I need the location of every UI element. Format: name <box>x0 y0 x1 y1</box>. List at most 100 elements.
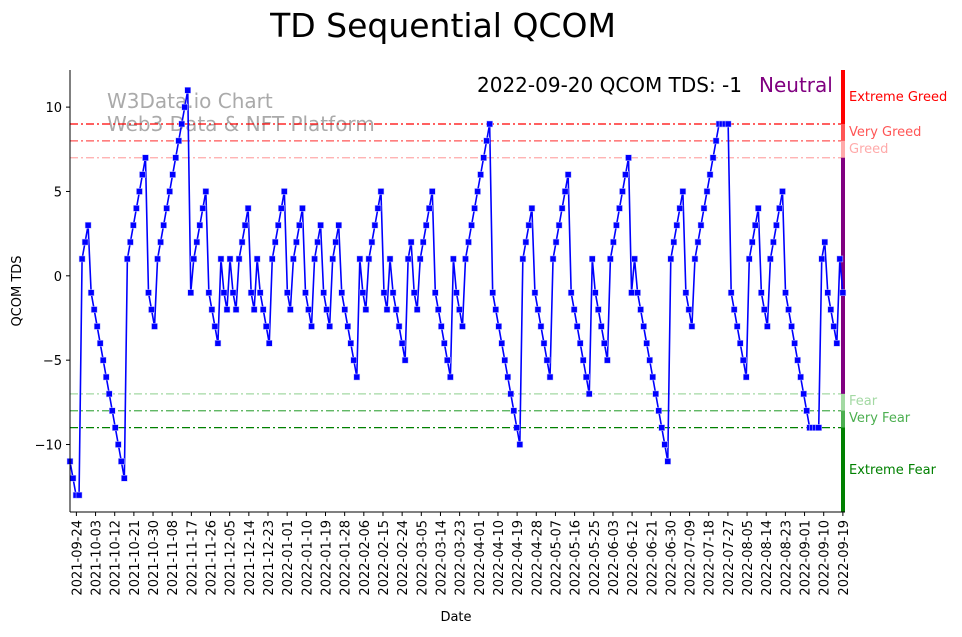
data-point <box>782 289 789 296</box>
x-tick-label: 2022-08-05 <box>741 520 756 596</box>
data-point <box>386 255 394 263</box>
data-point <box>767 255 774 263</box>
data-point <box>498 340 505 347</box>
data-point <box>154 255 161 263</box>
data-point <box>652 390 659 398</box>
data-point <box>211 323 219 330</box>
x-tick-label: 2022-02-06 <box>358 520 373 596</box>
x-tick-label: 2022-04-19 <box>511 520 526 596</box>
data-point <box>579 356 587 364</box>
data-point <box>102 373 110 381</box>
data-point <box>75 491 83 499</box>
data-point <box>480 154 487 161</box>
data-point <box>824 289 832 296</box>
data-point <box>631 255 638 263</box>
data-point <box>540 340 548 347</box>
zone-bar-segment <box>841 123 845 141</box>
x-tick-label: 2022-01-28 <box>339 520 354 596</box>
data-point <box>770 238 777 246</box>
data-point <box>486 120 493 128</box>
x-tick-label: 2021-11-08 <box>166 520 181 596</box>
data-point <box>253 255 261 263</box>
data-point <box>178 120 185 128</box>
data-point <box>706 171 714 178</box>
data-point <box>287 306 294 313</box>
zone-bar-segment <box>841 157 845 394</box>
x-axis-label: Date <box>440 610 471 625</box>
data-point <box>139 171 146 178</box>
x-tick-label: 2022-05-25 <box>588 520 603 596</box>
zone-bar-segment <box>841 393 845 411</box>
data-point <box>413 306 421 313</box>
data-point <box>546 373 554 381</box>
data-point <box>435 306 442 313</box>
x-tick-label: 2022-08-14 <box>760 520 775 596</box>
zone-label: Extreme Fear <box>849 463 937 478</box>
data-point <box>733 323 741 330</box>
data-point <box>365 255 373 263</box>
data-point <box>416 255 424 263</box>
x-tick-label: 2021-10-12 <box>109 520 124 596</box>
y-tick-label: 5 <box>54 185 62 200</box>
data-point <box>471 205 478 212</box>
data-point <box>516 441 524 448</box>
data-point <box>670 238 678 246</box>
y-tick-label: 10 <box>45 101 62 116</box>
data-point <box>743 373 750 381</box>
data-point <box>839 289 847 296</box>
data-point <box>567 289 575 296</box>
data-point <box>501 356 508 364</box>
data-point <box>193 238 201 246</box>
x-tick-label: 2022-07-09 <box>684 520 699 596</box>
data-point <box>398 340 406 347</box>
data-point <box>830 323 838 330</box>
x-tick-label: 2021-09-24 <box>70 520 85 596</box>
data-point <box>691 255 699 263</box>
data-point <box>815 424 822 431</box>
x-tick-label: 2022-03-14 <box>434 520 449 596</box>
data-point <box>543 356 551 364</box>
data-point <box>296 221 303 229</box>
data-point <box>389 289 397 296</box>
x-tick-label: 2021-12-14 <box>243 520 258 596</box>
data-point <box>604 356 611 364</box>
data-point <box>622 171 629 178</box>
data-point <box>794 356 801 364</box>
data-point <box>196 221 204 229</box>
data-point <box>531 289 539 296</box>
zone-label: Very Fear <box>849 411 911 426</box>
data-point <box>688 323 696 330</box>
data-point <box>803 407 810 415</box>
data-point <box>401 356 409 364</box>
data-point <box>151 323 158 330</box>
data-point <box>356 255 364 263</box>
data-point <box>489 289 496 296</box>
data-point <box>504 373 512 381</box>
x-tick-label: 2022-03-23 <box>454 520 469 596</box>
data-point <box>422 221 430 229</box>
data-point <box>776 205 783 212</box>
data-point <box>755 205 762 212</box>
data-point <box>259 306 267 313</box>
data-point <box>682 289 690 296</box>
data-point <box>679 188 687 195</box>
x-tick-label: 2022-01-01 <box>281 520 296 596</box>
data-point <box>522 238 530 246</box>
data-point <box>229 289 237 296</box>
data-point <box>613 221 620 229</box>
data-point <box>69 475 77 482</box>
data-point <box>549 255 557 263</box>
data-point <box>583 373 590 381</box>
data-point <box>169 171 176 178</box>
data-point <box>703 188 711 195</box>
data-point <box>758 289 765 296</box>
x-tick-label: 2022-09-10 <box>818 520 833 596</box>
data-point <box>573 323 581 330</box>
data-point <box>616 205 623 212</box>
data-point <box>444 356 451 364</box>
data-point <box>510 407 518 415</box>
data-point <box>739 356 747 364</box>
data-point <box>761 306 768 313</box>
data-point <box>281 188 288 195</box>
annotation-status: Neutral <box>759 73 833 97</box>
